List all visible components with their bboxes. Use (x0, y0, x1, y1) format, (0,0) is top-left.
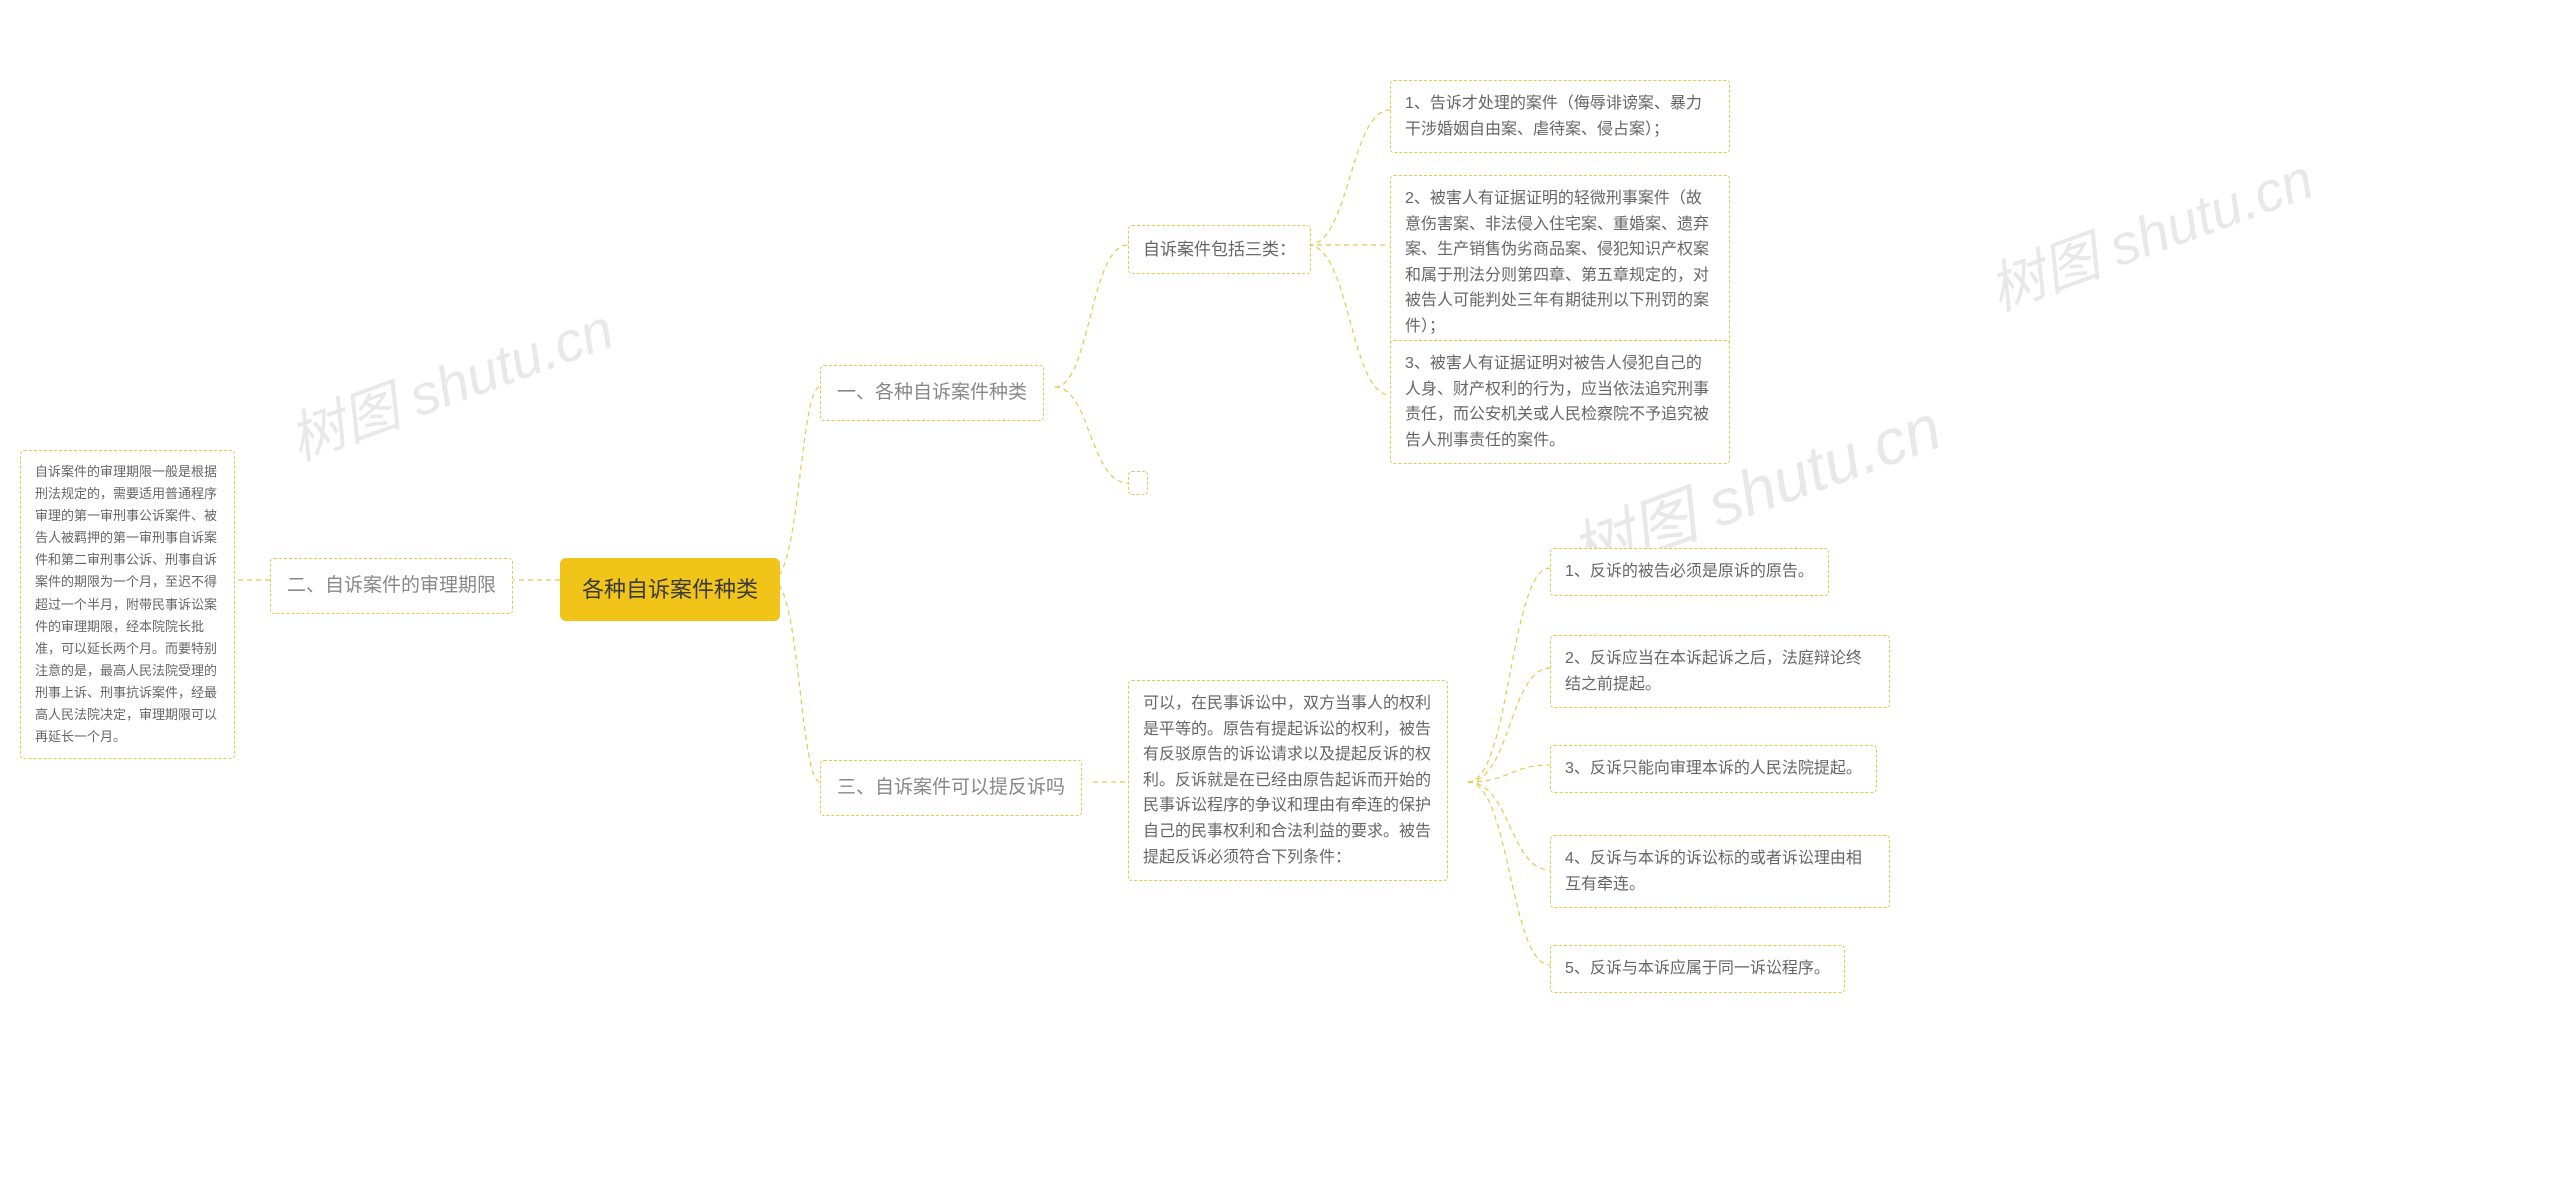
branch-2-leaf-1: 自诉案件的审理期限一般是根据刑法规定的，需要适用普通程序审理的第一审刑事公诉案件… (20, 450, 235, 759)
mindmap-root: 各种自诉案件种类 (560, 558, 780, 621)
watermark: 树图 shutu.cn (1976, 134, 2323, 326)
branch-1-child-2-empty (1128, 471, 1148, 495)
branch-3-leaf-4: 4、反诉与本诉的诉讼标的或者诉讼理由相互有牵连。 (1550, 835, 1890, 908)
branch-3-leaf-5: 5、反诉与本诉应属于同一诉讼程序。 (1550, 945, 1845, 993)
watermark: 树图 shutu.cn (276, 284, 623, 476)
branch-1-leaf-2: 2、被害人有证据证明的轻微刑事案件（故意伤害案、非法侵入住宅案、重婚案、遗弃案、… (1390, 175, 1730, 351)
branch-3: 三、自诉案件可以提反诉吗 (820, 760, 1082, 816)
branch-3-leaf-2: 2、反诉应当在本诉起诉之后，法庭辩论终结之前提起。 (1550, 635, 1890, 708)
branch-1: 一、各种自诉案件种类 (820, 365, 1044, 421)
branch-1-leaf-3: 3、被害人有证据证明对被告人侵犯自己的人身、财产权利的行为，应当依法追究刑事责任… (1390, 340, 1730, 464)
branch-1-leaf-1: 1、告诉才处理的案件（侮辱诽谤案、暴力干涉婚姻自由案、虐待案、侵占案）； (1390, 80, 1730, 153)
branch-1-child-1: 自诉案件包括三类： (1128, 225, 1311, 274)
branch-2: 二、自诉案件的审理期限 (270, 558, 513, 614)
branch-3-leaf-1: 1、反诉的被告必须是原诉的原告。 (1550, 548, 1829, 596)
branch-3-leaf-3: 3、反诉只能向审理本诉的人民法院提起。 (1550, 745, 1877, 793)
branch-3-child-1: 可以，在民事诉讼中，双方当事人的权利是平等的。原告有提起诉讼的权利，被告有反驳原… (1128, 680, 1448, 881)
